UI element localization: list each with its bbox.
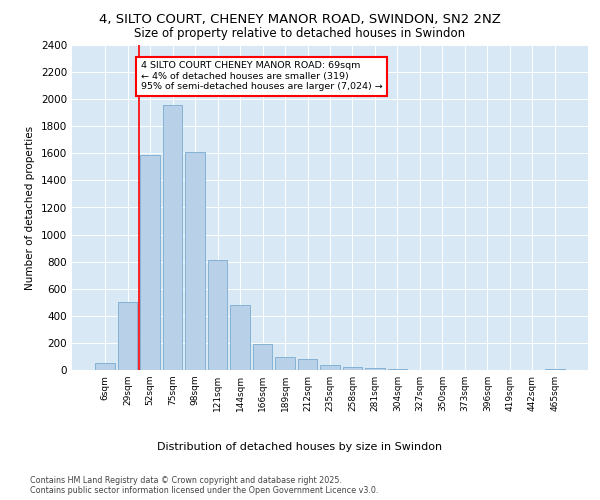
Bar (208, 260, 227, 370)
Bar (320, 366, 340, 370)
Bar (95, 362, 115, 370)
Bar (253, 344, 272, 370)
Y-axis label: Number of detached properties: Number of detached properties (25, 126, 35, 290)
Bar (545, 368, 565, 370)
Bar (230, 305, 250, 370)
Text: 4 SILTO COURT CHENEY MANOR ROAD: 69sqm
← 4% of detached houses are smaller (319): 4 SILTO COURT CHENEY MANOR ROAD: 69sqm ←… (141, 61, 383, 91)
Text: Distribution of detached houses by size in Swindon: Distribution of detached houses by size … (157, 442, 443, 452)
Bar (365, 368, 385, 370)
Bar (275, 357, 295, 370)
Bar (140, 154, 160, 370)
Bar (298, 359, 317, 370)
Text: Size of property relative to detached houses in Swindon: Size of property relative to detached ho… (134, 28, 466, 40)
Text: Contains HM Land Registry data © Crown copyright and database right 2025.
Contai: Contains HM Land Registry data © Crown c… (30, 476, 379, 495)
Bar (343, 368, 362, 370)
Bar (185, 152, 205, 370)
Bar (118, 302, 137, 370)
Text: 4, SILTO COURT, CHENEY MANOR ROAD, SWINDON, SN2 2NZ: 4, SILTO COURT, CHENEY MANOR ROAD, SWIND… (99, 12, 501, 26)
Bar (163, 104, 182, 370)
